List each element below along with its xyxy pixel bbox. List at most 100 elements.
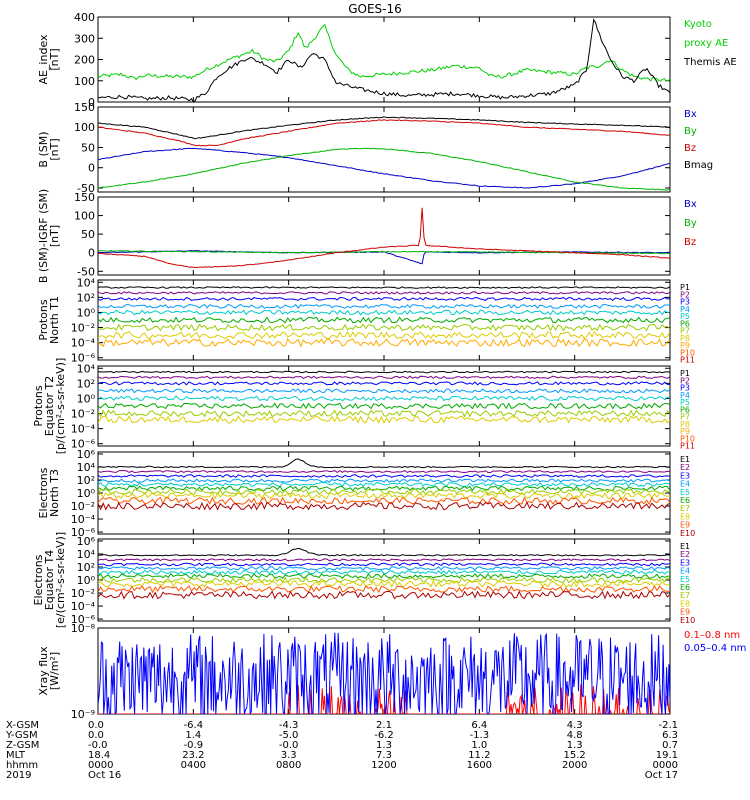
series-group bbox=[98, 632, 670, 714]
legend-entry: E2 bbox=[680, 463, 690, 472]
legend-entry: E1 bbox=[680, 542, 690, 551]
series-group bbox=[98, 458, 670, 511]
y-tick-label: 10⁻² bbox=[71, 500, 95, 513]
legend-entry: By bbox=[684, 126, 697, 137]
y-axis-label: Equator T2 bbox=[43, 376, 56, 436]
y-tick-label: 10⁻² bbox=[71, 587, 95, 600]
panel-2: -50 0 50 100 150 B (SM)[nT] Bx By Bz Bmag bbox=[37, 101, 713, 195]
series-line-p6 bbox=[98, 316, 670, 324]
series-line-bx bbox=[98, 147, 670, 189]
y-tick-label: 10⁻⁴ bbox=[71, 337, 96, 350]
ephemeris-value: Oct 16 bbox=[88, 770, 121, 781]
legend-entry: P3 bbox=[680, 384, 690, 393]
series-line-p3 bbox=[98, 296, 670, 301]
legend-entry: E1 bbox=[680, 455, 690, 464]
legend-entry: P2 bbox=[680, 290, 690, 299]
y-tick-label: 10⁻⁹ bbox=[71, 708, 95, 721]
series-line-p3 bbox=[98, 381, 670, 386]
y-tick-label: 200 bbox=[74, 54, 95, 67]
ephemeris-label: Z-GSM bbox=[6, 740, 39, 751]
y-tick-label: 10⁻⁴ bbox=[71, 600, 96, 613]
legend-entry: P9 bbox=[680, 427, 690, 436]
series-line-p2 bbox=[98, 375, 670, 379]
y-tick-label: 10⁻⁶ bbox=[71, 352, 96, 365]
series-line-p7 bbox=[98, 323, 670, 332]
y-tick-label: 10⁴ bbox=[77, 276, 96, 289]
ephemeris-value: 0800 bbox=[276, 760, 301, 771]
y-tick-label: 10² bbox=[77, 474, 95, 487]
legend-entry: E7 bbox=[680, 591, 690, 600]
y-tick-label: 10² bbox=[77, 291, 95, 304]
series-group bbox=[98, 116, 670, 191]
ephemeris-value: 2000 bbox=[562, 760, 587, 771]
series-line-e7 bbox=[98, 576, 670, 584]
y-tick-label: 0 bbox=[88, 96, 95, 109]
series-line-kyoto-proxy-ae bbox=[98, 23, 670, 82]
series-line-e5 bbox=[98, 481, 670, 488]
ephemeris-value: -2.1 bbox=[658, 720, 678, 731]
y-tick-label: 10⁴ bbox=[77, 461, 96, 474]
ephemeris-value: 1.3 bbox=[567, 740, 583, 751]
ephemeris-value: 0.0 bbox=[88, 720, 104, 731]
series-line-p4 bbox=[98, 303, 670, 309]
ephemeris-value: 0000 bbox=[88, 760, 113, 771]
y-tick-label: 50 bbox=[81, 228, 95, 241]
ephemeris-value: -6.4 bbox=[184, 720, 204, 731]
ephemeris-value: 0.0 bbox=[88, 730, 104, 741]
legend-entry: P3 bbox=[680, 298, 690, 307]
legend-entry: E3 bbox=[680, 471, 690, 480]
series-line-p5 bbox=[98, 309, 670, 316]
legend-entry: E10 bbox=[680, 529, 695, 538]
legend-entry: 0.1–0.8 nm bbox=[684, 630, 740, 641]
legend-entry: By bbox=[684, 218, 697, 229]
y-tick-label: 10⁻⁴ bbox=[71, 423, 96, 436]
y-tick-label: 300 bbox=[74, 32, 95, 45]
series-line-p4 bbox=[98, 388, 670, 394]
ephemeris-value: -0.0 bbox=[279, 740, 299, 751]
series-line-bz bbox=[98, 119, 670, 147]
legend-entry: E4 bbox=[680, 567, 690, 576]
y-tick-label: 10⁰ bbox=[77, 487, 96, 500]
y-tick-label: 0 bbox=[88, 162, 95, 175]
ephemeris-value: 0400 bbox=[181, 760, 206, 771]
ephemeris-value: 15.2 bbox=[564, 750, 586, 761]
series-line-e8 bbox=[98, 491, 670, 500]
ephemeris-value: -1.3 bbox=[470, 730, 490, 741]
series-line-p1 bbox=[98, 370, 670, 374]
series-line-e9 bbox=[98, 496, 670, 506]
legend-entry: E8 bbox=[680, 512, 690, 521]
ephemeris-value: 1.4 bbox=[185, 730, 201, 741]
series-line-e3 bbox=[98, 474, 670, 478]
y-tick-label: 10⁻⁴ bbox=[71, 513, 96, 526]
ephemeris-value: 1200 bbox=[371, 760, 396, 771]
legend-entry: E2 bbox=[680, 550, 690, 559]
ephemeris-value: 18.4 bbox=[88, 750, 110, 761]
series-line-e10 bbox=[98, 501, 670, 511]
legend-entry: 0.05–0.4 nm bbox=[684, 643, 746, 654]
series-line-e6 bbox=[98, 572, 670, 580]
series-line-themis-ae bbox=[98, 18, 670, 102]
legend-entry: P1 bbox=[680, 283, 690, 292]
series-line-p8 bbox=[98, 330, 670, 340]
y-tick-label: 150 bbox=[74, 101, 95, 114]
series-line-bz bbox=[98, 207, 670, 269]
panel-8: 10⁻⁸ 10⁻⁹ Xray flux[W/m²] 0.1–0.8 nm 0.05–0.… bbox=[37, 622, 746, 721]
ephemeris-value: 19.1 bbox=[656, 750, 678, 761]
y-tick-label: 150 bbox=[74, 191, 95, 204]
y-tick-label: 10⁻² bbox=[71, 322, 95, 335]
ephemeris-label: X-GSM bbox=[6, 720, 39, 731]
legend-entry: E9 bbox=[680, 521, 690, 530]
y-axis-label: Electrons bbox=[37, 467, 50, 518]
ephemeris-value: 0000 bbox=[653, 760, 678, 771]
series-line-e3 bbox=[98, 562, 670, 567]
y-axis-label: Protons bbox=[37, 299, 50, 340]
ephemeris-value: 6.4 bbox=[471, 720, 487, 731]
legend-entry: P6 bbox=[680, 319, 690, 328]
ephemeris-label: Y-GSM bbox=[5, 730, 38, 741]
legend-entry: E5 bbox=[680, 488, 690, 497]
ephemeris-table: X-GSM 0.0 -6.4 -4.3 2.1 6.4 4.3 -2.1 Y-GSM 0.0 1.4… bbox=[5, 720, 678, 781]
series-line-0-05-0-4-nm bbox=[98, 632, 670, 714]
